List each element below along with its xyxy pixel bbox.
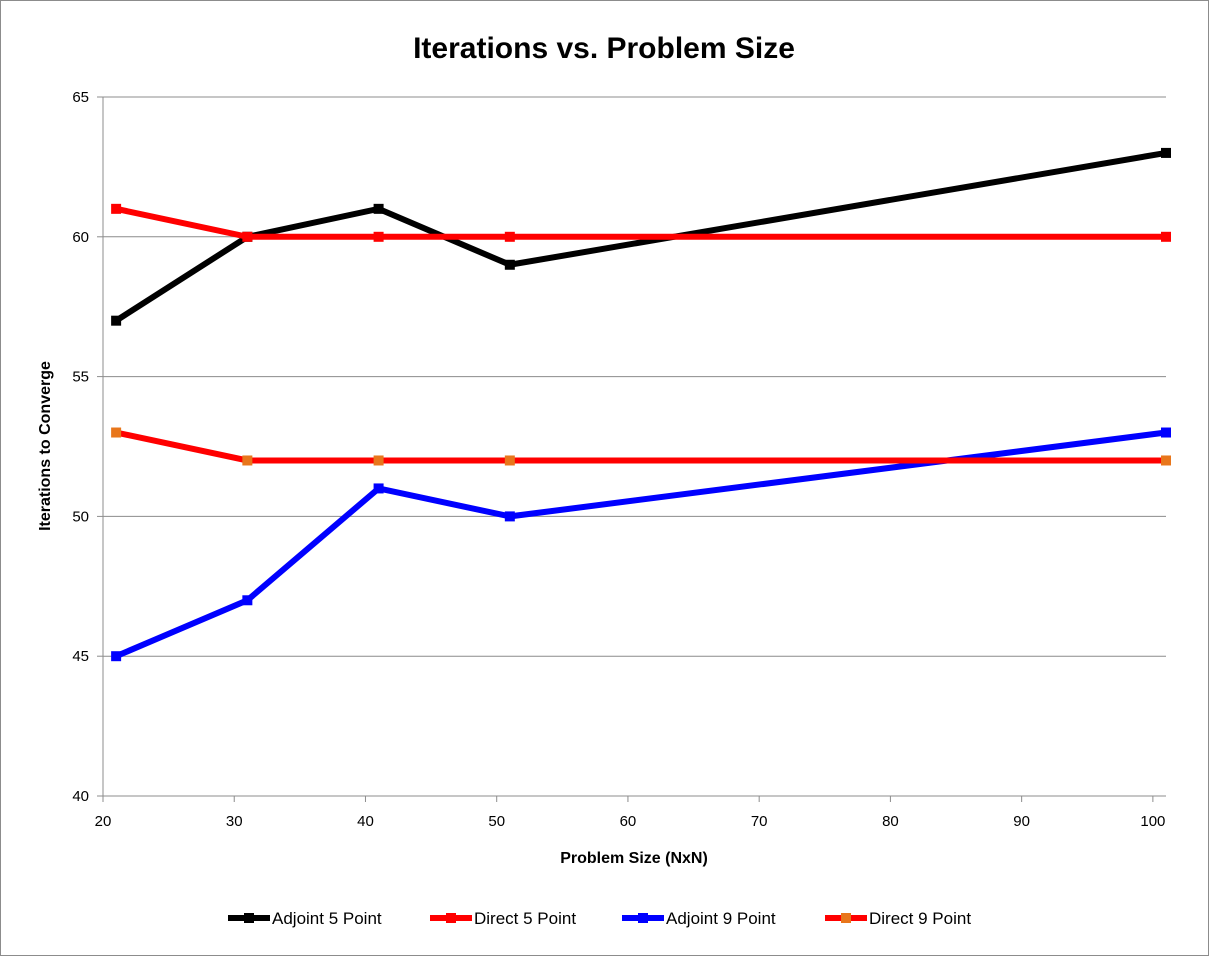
data-point-direct-9-point: [111, 427, 122, 438]
x-tick-label: 20: [95, 813, 112, 830]
legend-label: Adjoint 5 Point: [272, 909, 382, 928]
legend-label: Direct 5 Point: [474, 909, 576, 928]
data-point-adjoint-9-point: [111, 651, 122, 662]
gridlines: [103, 96, 1166, 657]
y-tick-labels: 40 45 50 55 60 65: [72, 89, 89, 805]
legend: Adjoint 5 Point Direct 5 Point Adjoint 9 P…: [228, 909, 971, 928]
legend-label: Direct 9 Point: [869, 909, 971, 928]
series-adjoint-9-point: [111, 427, 1171, 662]
y-tick-label: 50: [72, 508, 89, 525]
data-point-direct-5-point: [242, 231, 253, 242]
data-point-direct-5-point: [1161, 231, 1171, 242]
legend-swatch-marker: [638, 913, 648, 923]
data-point-adjoint-9-point: [1161, 427, 1171, 438]
x-tick-label: 80: [882, 813, 899, 830]
x-tick-label: 90: [1013, 813, 1030, 830]
y-tick-label: 45: [72, 648, 89, 665]
legend-item-adjoint-5-point: Adjoint 5 Point: [228, 909, 382, 928]
data-point-direct-5-point: [373, 231, 384, 242]
series-direct-5-point: [111, 203, 1171, 242]
y-axis-title: Iterations to Converge: [37, 361, 54, 531]
data-point-adjoint-5-point: [373, 203, 384, 214]
x-tick-label: 40: [357, 813, 374, 830]
series-direct-9-point: [111, 427, 1171, 466]
data-point-adjoint-9-point: [504, 511, 515, 522]
legend-swatch-marker: [841, 913, 851, 923]
y-tick-label: 65: [72, 89, 89, 106]
y-tick-label: 55: [72, 369, 89, 386]
data-point-direct-5-point: [111, 203, 122, 214]
data-point-adjoint-5-point: [1161, 147, 1171, 158]
x-axis-title: Problem Size (NxN): [560, 850, 708, 867]
data-point-direct-9-point: [373, 455, 384, 466]
chart-title: Iterations vs. Problem Size: [413, 32, 795, 65]
series-line-adjoint-9-point: [114, 429, 1167, 659]
data-point-direct-9-point: [504, 455, 515, 466]
data-point-direct-9-point: [1161, 455, 1171, 466]
data-point-adjoint-9-point: [373, 483, 384, 494]
series-group: [111, 147, 1171, 662]
legend-swatch-marker: [244, 913, 254, 923]
series-line-direct-9-point: [115, 429, 1166, 464]
data-point-direct-5-point: [504, 231, 515, 242]
data-point-adjoint-5-point: [111, 315, 122, 326]
data-point-adjoint-5-point: [504, 259, 515, 270]
y-tick-label: 60: [72, 229, 89, 246]
legend-label: Adjoint 9 Point: [666, 909, 776, 928]
data-point-adjoint-9-point: [242, 595, 253, 606]
y-tick-label: 40: [72, 788, 89, 805]
axes: [97, 96, 1166, 802]
x-tick-label: 100: [1140, 813, 1165, 830]
legend-swatch-marker: [446, 913, 456, 923]
x-tick-label: 70: [751, 813, 768, 830]
x-tick-label: 50: [488, 813, 505, 830]
x-tick-labels: 20 30 40 50 60 70 80 90 100: [95, 813, 1166, 830]
legend-item-adjoint-9-point: Adjoint 9 Point: [622, 909, 776, 928]
legend-item-direct-5-point: Direct 5 Point: [430, 909, 576, 928]
x-tick-label: 30: [226, 813, 243, 830]
legend-item-direct-9-point: Direct 9 Point: [825, 909, 971, 928]
x-tick-label: 60: [620, 813, 637, 830]
data-point-direct-9-point: [242, 455, 253, 466]
